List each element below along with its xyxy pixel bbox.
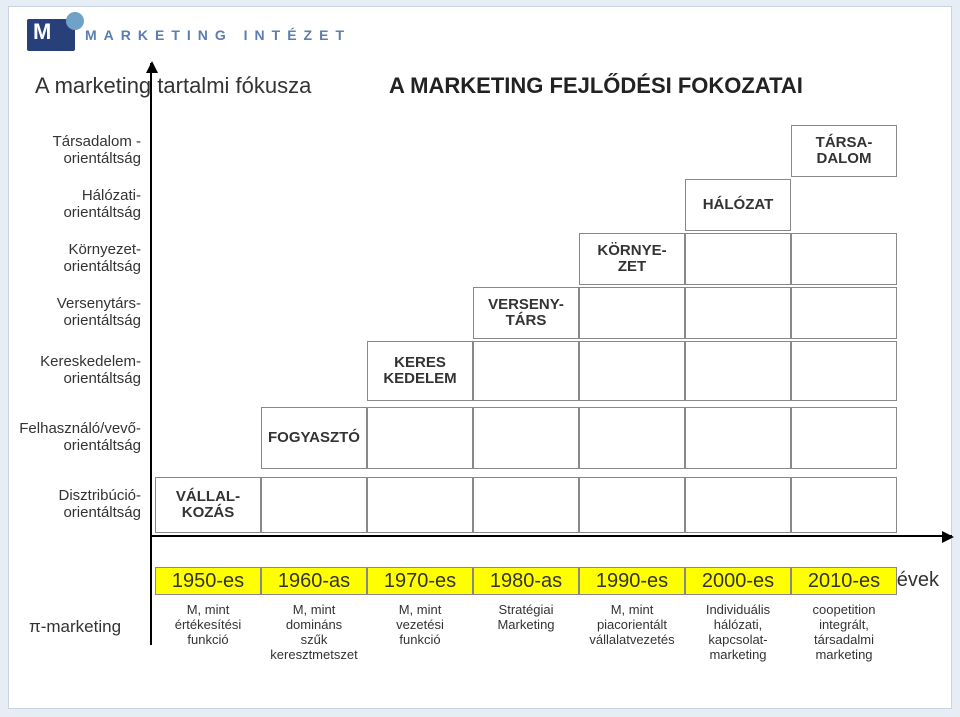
y-axis — [150, 63, 152, 645]
y-label: Versenytárs- orientáltság — [9, 295, 149, 330]
logo-mark-icon — [27, 19, 75, 51]
stage-box-empty — [473, 341, 579, 401]
stage-box-empty — [791, 407, 897, 469]
slide-sheet: MARKETING INTÉZET A marketing tartalmi f… — [8, 6, 952, 709]
stage-box: HÁLÓZAT — [685, 179, 791, 231]
stage-box-empty — [791, 477, 897, 533]
stage-box-empty — [579, 341, 685, 401]
stage-box: KÖRNYE- ZET — [579, 233, 685, 285]
stage-box-empty — [367, 407, 473, 469]
y-label: Hálózati- orientáltság — [9, 187, 149, 222]
stage-box-empty — [367, 477, 473, 533]
y-label: Környezet- orientáltság — [9, 241, 149, 276]
decade-desc: M, mint vezetési funkció — [367, 603, 473, 648]
stage-box: VÁLLAL- KOZÁS — [155, 477, 261, 533]
decade-desc: coopetition integrált, társadalmi market… — [791, 603, 897, 663]
stage-box-empty — [791, 287, 897, 339]
decade-cell: 1950-es — [155, 567, 261, 595]
stage-box-empty — [685, 341, 791, 401]
title-right: A MARKETING FEJLŐDÉSI FOKOZATAI — [389, 73, 803, 99]
y-label: Társadalom - orientáltság — [9, 133, 149, 168]
pi-marketing-label: π-marketing — [29, 617, 121, 637]
decade-desc: M, mint értékesítési funkció — [155, 603, 261, 648]
stage-box-empty — [685, 407, 791, 469]
decade-cell: 1980-as — [473, 567, 579, 595]
stage-box-empty — [261, 477, 367, 533]
title-left: A marketing tartalmi fókusza — [35, 73, 311, 99]
stage-box: TÁRSA- DALOM — [791, 125, 897, 177]
decade-cell: 2010-es — [791, 567, 897, 595]
stage-box: KERES KEDELEM — [367, 341, 473, 401]
decade-cell: 2000-es — [685, 567, 791, 595]
decade-desc: M, mint piacorientált vállalatvezetés — [579, 603, 685, 648]
stage-box-empty — [473, 407, 579, 469]
decade-desc: Stratégiai Marketing — [473, 603, 579, 633]
decade-cell: 1990-es — [579, 567, 685, 595]
y-label: Disztribúció- orientáltság — [9, 487, 149, 522]
x-axis — [150, 535, 952, 537]
y-label: Felhasználó/vevő- orientáltság — [9, 420, 149, 455]
stage-box: VERSENY- TÁRS — [473, 287, 579, 339]
decade-desc: Individuális hálózati, kapcsolat- market… — [685, 603, 791, 663]
stage-box-empty — [685, 287, 791, 339]
logo: MARKETING INTÉZET — [27, 19, 351, 51]
decade-desc: M, mint domináns szűk keresztmetszet — [261, 603, 367, 663]
stage-box-empty — [579, 477, 685, 533]
decade-cell: 1970-es — [367, 567, 473, 595]
stage-box-empty — [685, 477, 791, 533]
stage-box-empty — [685, 233, 791, 285]
x-axis-label: évek — [897, 569, 939, 592]
stage-box-empty — [791, 233, 897, 285]
stage-box-empty — [579, 407, 685, 469]
stage-box: FOGYASZTÓ — [261, 407, 367, 469]
decade-cell: 1960-as — [261, 567, 367, 595]
stage-box-empty — [579, 287, 685, 339]
brand-name: MARKETING INTÉZET — [85, 27, 351, 43]
stage-box-empty — [791, 341, 897, 401]
y-label: Kereskedelem- orientáltság — [9, 353, 149, 388]
stage-box-empty — [473, 477, 579, 533]
